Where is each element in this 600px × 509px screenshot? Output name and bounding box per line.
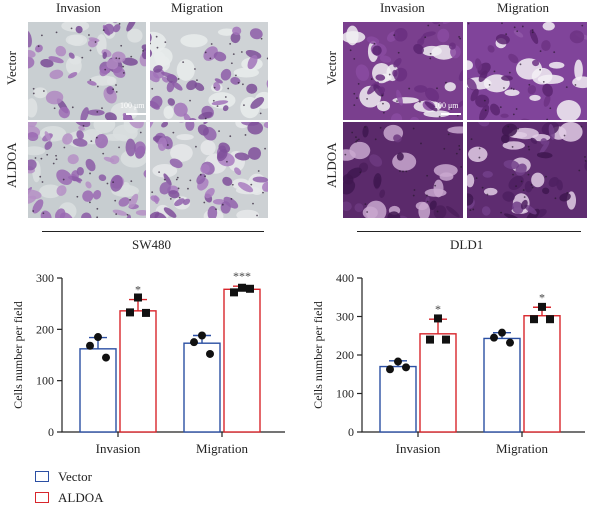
bar-aldoa-invasion	[419, 333, 457, 433]
micrograph-sw480-aldoa-invasion	[28, 122, 146, 218]
panel1-col-label-migration: Migration	[171, 0, 223, 15]
data-point	[86, 341, 94, 350]
micrograph-sw480-vector-migration	[150, 22, 268, 120]
bar-chart-dld1: 0 100 200 300 400 Cells number per field Invas…	[311, 271, 585, 456]
panel2-cellline-label: DLD1	[450, 237, 484, 252]
significance-label: *	[435, 302, 441, 316]
y-tick-label: 100	[336, 387, 354, 401]
data-point	[498, 328, 506, 337]
significance-label: *	[539, 290, 545, 304]
data-point	[506, 338, 514, 347]
y-tick-label: 300	[336, 310, 354, 324]
x-tick-label: Invasion	[96, 441, 141, 456]
micrograph-dld1-aldoa-migration	[467, 122, 587, 218]
bar-aldoa-migration	[223, 288, 261, 433]
panel1-cellline-bar	[42, 231, 264, 232]
significance-label: *	[135, 283, 141, 297]
y-tick-label: 400	[336, 271, 354, 285]
y-tick-label: 200	[336, 348, 354, 362]
x-tick-label: Invasion	[396, 441, 441, 456]
panel2-col-label-invasion: Invasion	[380, 0, 425, 15]
y-tick-label: 100	[36, 374, 54, 388]
legend-label-aldoa: ALDOA	[58, 490, 104, 505]
panel1-row-label-vector: Vector	[4, 51, 19, 85]
data-point	[94, 333, 102, 342]
bar-vector-invasion	[79, 348, 117, 433]
scale-bar	[126, 113, 146, 115]
panel2-col-label-migration: Migration	[497, 0, 549, 15]
data-point	[538, 302, 546, 311]
data-point	[126, 308, 134, 317]
scale-bar-label: 100 μm	[120, 101, 145, 110]
micrograph-dld1-aldoa-invasion	[343, 122, 463, 218]
data-point	[442, 335, 450, 344]
data-point	[426, 335, 434, 344]
panel1-cellline-label: SW480	[132, 237, 171, 252]
scale-bar-2	[441, 113, 461, 115]
data-point	[230, 288, 238, 297]
bar-chart-sw480: 0 100 200 300 Cells number per field Invasion…	[11, 269, 285, 456]
data-point	[434, 314, 442, 323]
y-tick-label: 300	[36, 271, 54, 285]
data-point	[490, 333, 498, 342]
bar-vector-migration	[483, 337, 521, 433]
data-point	[142, 308, 150, 317]
legend-swatch-vector	[35, 471, 49, 482]
panel1-col-label-invasion: Invasion	[56, 0, 101, 15]
micrograph-sw480-vector-invasion	[28, 22, 146, 120]
data-point	[190, 338, 198, 347]
data-point	[246, 284, 254, 293]
data-point	[238, 283, 246, 292]
bar-vector-invasion	[379, 365, 417, 433]
data-point	[394, 357, 402, 366]
panel2-cellline-bar	[357, 231, 581, 232]
bar-aldoa-migration	[523, 315, 561, 433]
panel2-row-label-vector: Vector	[324, 51, 339, 85]
bar-aldoa-invasion	[119, 310, 157, 433]
legend-label-vector: Vector	[58, 469, 92, 484]
data-point	[402, 363, 410, 372]
y-tick-label: 0	[348, 425, 354, 439]
bar-vector-migration	[183, 342, 221, 433]
data-point	[386, 365, 394, 374]
scale-bar-label-2: 100 μm	[434, 101, 459, 110]
data-point	[102, 353, 110, 362]
data-point	[530, 315, 538, 324]
y-tick-label: 0	[48, 425, 54, 439]
data-point	[134, 293, 142, 302]
data-point	[546, 315, 554, 324]
panel2-row-label-aldoa: ALDOA	[324, 142, 339, 189]
data-point	[198, 331, 206, 340]
x-tick-label: Migration	[196, 441, 248, 456]
y-axis-label: Cells number per field	[11, 301, 25, 409]
y-tick-label: 200	[36, 322, 54, 336]
x-tick-label: Migration	[496, 441, 548, 456]
micrograph-sw480-aldoa-migration	[150, 122, 268, 218]
significance-label: ***	[233, 269, 251, 283]
micrograph-dld1-vector-migration	[467, 22, 587, 120]
panel1-row-label-aldoa: ALDOA	[4, 142, 19, 189]
data-point	[206, 349, 214, 358]
micrograph-dld1-vector-invasion	[343, 22, 463, 120]
y-axis-label: Cells number per field	[311, 301, 325, 409]
legend-swatch-aldoa	[35, 492, 49, 503]
